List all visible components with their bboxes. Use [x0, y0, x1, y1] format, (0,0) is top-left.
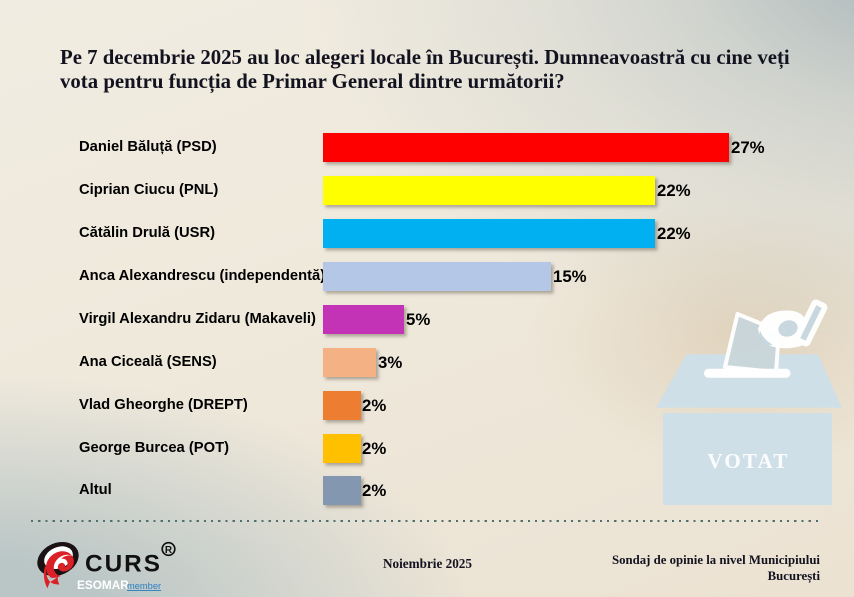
- svg-text:member: member: [127, 581, 161, 591]
- svg-text:R: R: [165, 545, 173, 556]
- svg-text:ESOMAR: ESOMAR: [77, 578, 129, 592]
- svg-text:CURS: CURS: [85, 551, 162, 578]
- svg-text:VOTAT: VOTAT: [707, 449, 789, 473]
